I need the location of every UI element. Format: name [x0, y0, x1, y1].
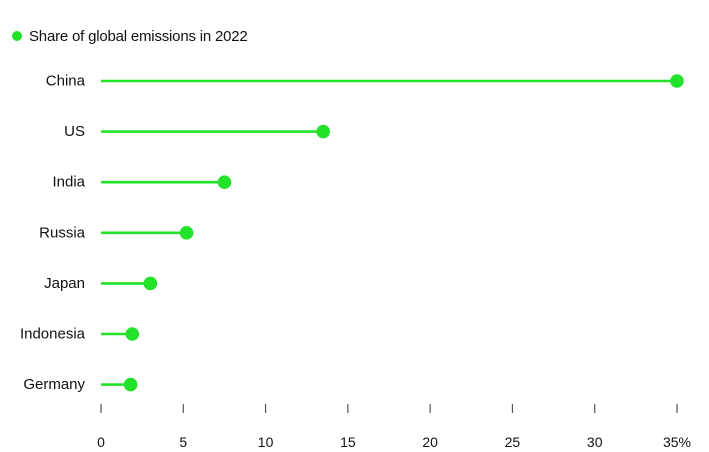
- category-label: US: [64, 123, 85, 140]
- lollipop-dot: [143, 276, 158, 291]
- x-tick-label: 15: [340, 434, 356, 450]
- category-label: Japan: [44, 275, 85, 292]
- lollipop-dot: [179, 226, 194, 240]
- legend-swatch: [12, 31, 22, 41]
- x-tick-label: 0: [97, 434, 105, 450]
- x-tick-label: 35%: [663, 434, 691, 450]
- lollipop-dot: [670, 74, 684, 88]
- legend: Share of global emissions in 2022: [12, 27, 248, 45]
- category-label: Germany: [23, 376, 85, 393]
- x-tick-label: 5: [179, 434, 187, 450]
- category-label: China: [46, 73, 86, 90]
- category-label: Indonesia: [20, 326, 86, 343]
- legend-label: Share of global emissions in 2022: [29, 27, 248, 45]
- category-label: India: [52, 174, 85, 191]
- lollipop-dot: [125, 327, 140, 341]
- lollipop-dot: [316, 124, 330, 139]
- lollipop-dot: [217, 175, 232, 189]
- x-tick-label: 25: [505, 434, 521, 450]
- category-label: Russia: [39, 224, 86, 241]
- lollipop-dot: [123, 377, 138, 392]
- x-tick-label: 20: [422, 434, 438, 450]
- x-tick-label: 30: [587, 434, 603, 450]
- x-tick-label: 10: [258, 434, 274, 450]
